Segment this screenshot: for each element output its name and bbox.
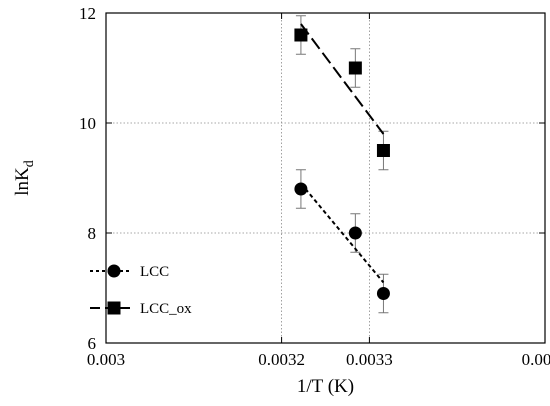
y-tick-label: 6 xyxy=(88,334,97,353)
y-axis-title-subscript: d xyxy=(22,160,37,167)
grid xyxy=(106,13,545,343)
y-tick-label: 10 xyxy=(79,114,96,133)
y-tick-label: 8 xyxy=(88,224,97,243)
legend-label: LCC_ox xyxy=(140,301,192,317)
legend-label: LCC xyxy=(140,264,169,280)
y-axis-title-main: lnK xyxy=(12,167,33,196)
data-point-circle xyxy=(376,287,390,300)
y-tick-labels: 6 8 10 12 xyxy=(79,4,96,353)
legend: LCC LCC_ox xyxy=(90,264,192,317)
error-bars xyxy=(295,15,389,314)
x-tick-label: 0.0032 xyxy=(258,350,305,369)
x-tick-label: 0.003 xyxy=(87,350,125,369)
x-axis-title: 1/T (K) xyxy=(297,376,354,397)
data-point-square xyxy=(294,28,308,42)
y-tick-label: 12 xyxy=(79,4,96,23)
data-point-square xyxy=(376,144,390,157)
x-tick-labels: 0.003 0.0032 0.0033 0.0035 xyxy=(87,350,550,369)
x-tick-label: 0.0035 xyxy=(522,350,550,369)
data-point-square xyxy=(348,61,362,75)
data-point-circle xyxy=(348,226,362,240)
data-point-circle xyxy=(294,182,308,196)
fit-line-lcc-ox xyxy=(300,23,385,135)
fit-lines xyxy=(300,23,385,284)
y-axis-title: lnKd xyxy=(12,160,37,196)
legend-marker-circle xyxy=(107,264,121,278)
fit-line-lcc xyxy=(300,182,385,284)
legend-marker-square xyxy=(107,301,121,315)
axis-ticks xyxy=(105,12,546,344)
x-tick-label: 0.0033 xyxy=(346,350,393,369)
plot-frame xyxy=(105,12,546,344)
data-markers xyxy=(294,28,390,300)
